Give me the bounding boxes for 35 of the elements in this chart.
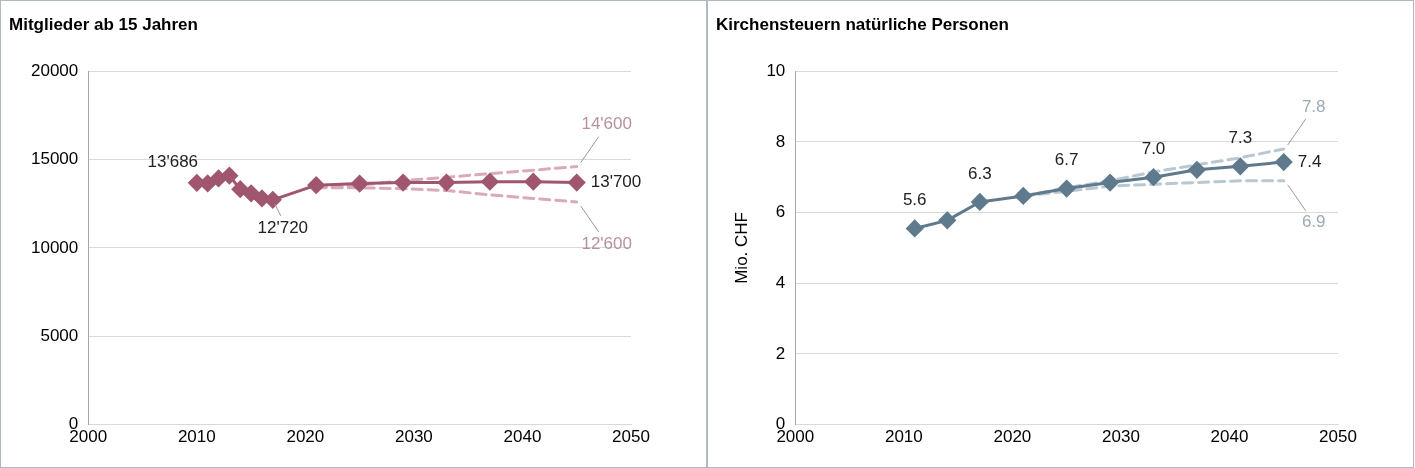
data-label: 13'686 bbox=[147, 152, 199, 172]
data-label: 13'700 bbox=[590, 172, 642, 192]
y-tick-label: 4 bbox=[775, 272, 786, 292]
data-label: 6.9 bbox=[1301, 212, 1326, 232]
y-axis-title: Mio. CHF bbox=[731, 212, 751, 284]
y-tick-label: 2 bbox=[775, 343, 786, 363]
y-tick-label: 20000 bbox=[30, 60, 79, 80]
y-tick-label: 15000 bbox=[30, 149, 79, 169]
data-label: 7.3 bbox=[1228, 127, 1253, 147]
y-tick-label: 10 bbox=[766, 60, 786, 80]
x-tick-label: 2040 bbox=[1210, 427, 1249, 447]
x-tick-label: 2020 bbox=[286, 427, 325, 447]
data-label: 7.8 bbox=[1301, 96, 1326, 116]
x-tick-label: 2040 bbox=[503, 427, 542, 447]
data-label: 7.0 bbox=[1141, 138, 1166, 158]
data-label: 7.4 bbox=[1297, 151, 1322, 171]
x-tick-label: 2050 bbox=[1319, 427, 1357, 447]
data-label: 6.7 bbox=[1054, 150, 1079, 170]
data-label: 5.6 bbox=[902, 190, 927, 210]
x-tick-label: 2030 bbox=[1102, 427, 1140, 447]
x-tick-label: 2050 bbox=[612, 427, 650, 447]
data-label: 14'600 bbox=[581, 114, 632, 134]
x-tick-label: 2010 bbox=[177, 427, 216, 447]
y-tick-label: 8 bbox=[775, 131, 786, 151]
x-tick-label: 2030 bbox=[395, 427, 433, 447]
y-tick-label: 10000 bbox=[30, 237, 79, 257]
y-tick-label: 6 bbox=[775, 202, 786, 222]
data-label: 12'600 bbox=[581, 233, 632, 253]
x-tick-label: 2010 bbox=[884, 427, 923, 447]
chart-title: Kirchensteuern natürliche Personen bbox=[716, 15, 1009, 35]
x-tick-label: 2020 bbox=[993, 427, 1032, 447]
chart-title: Mitglieder ab 15 Jahren bbox=[9, 15, 198, 35]
y-tick-label: 5000 bbox=[40, 325, 79, 345]
data-label: 6.3 bbox=[968, 163, 992, 183]
data-label: 12'720 bbox=[257, 217, 309, 237]
